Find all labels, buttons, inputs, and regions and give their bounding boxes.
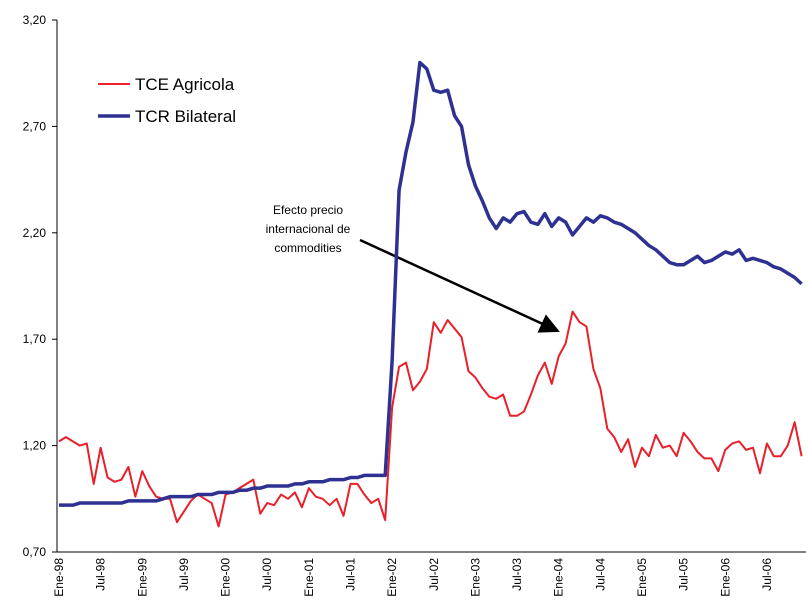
legend-label: TCR Bilateral — [135, 107, 236, 126]
x-tick-label: Jul-06 — [760, 558, 774, 591]
x-tick-label: Jul-01 — [343, 558, 357, 591]
x-tick-label: Ene-01 — [302, 558, 316, 597]
legend-label: TCE Agricola — [135, 75, 235, 94]
annotation: Efecto precio — [273, 203, 343, 217]
y-tick-label: 3,20 — [23, 13, 47, 27]
series-line — [58, 310, 803, 528]
y-tick-label: 2,20 — [23, 226, 47, 240]
x-tick-label: Ene-05 — [635, 558, 649, 597]
x-tick-label: Jul-99 — [177, 558, 191, 591]
x-tick-label: Ene-04 — [552, 558, 566, 597]
x-tick-label: Ene-03 — [468, 558, 482, 597]
x-tick-label: Ene-00 — [219, 558, 233, 597]
y-tick-label: 0,70 — [23, 545, 47, 559]
x-tick-label: Jul-04 — [593, 558, 607, 591]
y-tick-label: 1,70 — [23, 332, 47, 346]
x-tick-label: Jul-02 — [427, 558, 441, 591]
annotation: internacional de — [266, 222, 351, 236]
y-tick-label: 2,70 — [23, 119, 47, 133]
annotation: commodities — [274, 241, 341, 255]
x-tick-label: Jul-00 — [260, 558, 274, 591]
x-tick-label: Jul-05 — [677, 558, 691, 591]
x-tick-label: Ene-06 — [718, 558, 732, 597]
x-tick-label: Jul-98 — [94, 558, 108, 591]
annotation-arrow — [359, 238, 560, 333]
x-tick-label: Ene-02 — [385, 558, 399, 597]
x-tick-label: Ene-99 — [135, 558, 149, 597]
y-tick-label: 1,20 — [23, 439, 47, 453]
series-line — [59, 60, 803, 507]
x-tick-label: Ene-98 — [52, 558, 66, 597]
x-tick-label: Jul-03 — [510, 558, 524, 591]
